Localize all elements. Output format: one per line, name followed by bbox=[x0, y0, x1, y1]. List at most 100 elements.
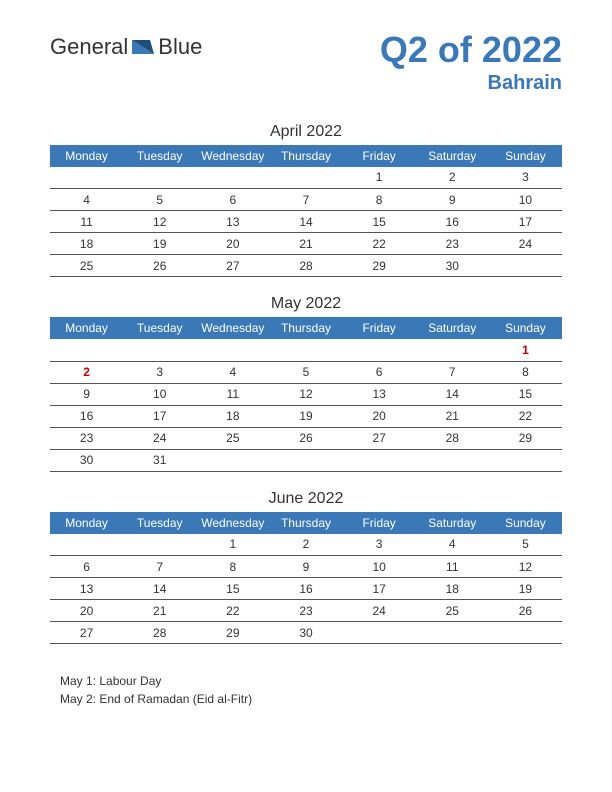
calendar-cell bbox=[343, 339, 416, 361]
calendar-cell: 26 bbox=[489, 600, 562, 622]
note-line: May 2: End of Ramadan (Eid al-Fitr) bbox=[60, 690, 562, 708]
calendar-cell: 5 bbox=[123, 189, 196, 211]
calendar-cell: 9 bbox=[416, 189, 489, 211]
calendar-row: 9101112131415 bbox=[50, 383, 562, 405]
month-block: May 2022 MondayTuesdayWednesdayThursdayFr… bbox=[50, 295, 562, 472]
calendar-cell: 27 bbox=[196, 255, 269, 277]
calendar-row: 6789101112 bbox=[50, 556, 562, 578]
calendar-cell bbox=[343, 449, 416, 471]
calendar-cell bbox=[489, 622, 562, 644]
holiday-notes: May 1: Labour DayMay 2: End of Ramadan (… bbox=[50, 672, 562, 708]
calendar-row: 12345 bbox=[50, 534, 562, 556]
logo: General Blue bbox=[50, 34, 202, 60]
calendar-row: 16171819202122 bbox=[50, 405, 562, 427]
calendar-cell: 22 bbox=[196, 600, 269, 622]
header: General Blue Q2 of 2022 Bahrain bbox=[50, 30, 562, 95]
calendar-row: 20212223242526 bbox=[50, 600, 562, 622]
calendar-cell: 5 bbox=[269, 361, 342, 383]
page-subtitle: Bahrain bbox=[380, 72, 562, 95]
logo-text-1: General bbox=[50, 34, 128, 60]
calendar-row: 23242526272829 bbox=[50, 427, 562, 449]
calendar-cell: 17 bbox=[123, 405, 196, 427]
calendar-cell: 20 bbox=[50, 600, 123, 622]
calendar-cell bbox=[269, 167, 342, 189]
calendar-row: 18192021222324 bbox=[50, 233, 562, 255]
logo-icon bbox=[132, 34, 154, 60]
calendar-cell: 12 bbox=[123, 211, 196, 233]
calendar-cell: 3 bbox=[123, 361, 196, 383]
calendar-cell: 11 bbox=[50, 211, 123, 233]
day-header: Saturday bbox=[416, 317, 489, 339]
calendar-cell: 25 bbox=[416, 600, 489, 622]
calendar-row: 252627282930 bbox=[50, 255, 562, 277]
day-header: Wednesday bbox=[196, 317, 269, 339]
calendar-cell: 13 bbox=[196, 211, 269, 233]
day-header: Sunday bbox=[489, 317, 562, 339]
calendar-cell: 6 bbox=[50, 556, 123, 578]
calendar-cell: 19 bbox=[123, 233, 196, 255]
calendar-cell: 17 bbox=[489, 211, 562, 233]
calendar-table: MondayTuesdayWednesdayThursdayFridaySatu… bbox=[50, 512, 562, 645]
calendar-cell bbox=[269, 449, 342, 471]
calendar-cell: 24 bbox=[343, 600, 416, 622]
calendar-cell: 28 bbox=[269, 255, 342, 277]
calendar-cell: 13 bbox=[50, 578, 123, 600]
calendar-cell: 15 bbox=[489, 383, 562, 405]
calendar-cell: 16 bbox=[50, 405, 123, 427]
calendar-cell: 15 bbox=[196, 578, 269, 600]
day-header: Wednesday bbox=[196, 145, 269, 167]
calendar-cell bbox=[416, 622, 489, 644]
calendar-cell: 13 bbox=[343, 383, 416, 405]
calendar-cell: 1 bbox=[489, 339, 562, 361]
logo-text-2: Blue bbox=[158, 34, 202, 60]
calendar-cell: 31 bbox=[123, 449, 196, 471]
calendar-cell: 2 bbox=[269, 534, 342, 556]
calendar-cell: 4 bbox=[196, 361, 269, 383]
calendar-row: 123 bbox=[50, 167, 562, 189]
calendar-cell: 24 bbox=[123, 427, 196, 449]
calendar-cell: 29 bbox=[489, 427, 562, 449]
calendar-table: MondayTuesdayWednesdayThursdayFridaySatu… bbox=[50, 317, 562, 472]
calendar-cell: 18 bbox=[196, 405, 269, 427]
day-header: Wednesday bbox=[196, 512, 269, 534]
calendar-cell: 26 bbox=[123, 255, 196, 277]
calendar-cell: 18 bbox=[50, 233, 123, 255]
month-block: June 2022 MondayTuesdayWednesdayThursdayF… bbox=[50, 490, 562, 645]
day-header: Tuesday bbox=[123, 317, 196, 339]
calendar-cell bbox=[489, 255, 562, 277]
day-header: Thursday bbox=[269, 317, 342, 339]
day-header: Monday bbox=[50, 317, 123, 339]
calendar-cell: 11 bbox=[196, 383, 269, 405]
calendar-cell: 7 bbox=[269, 189, 342, 211]
calendar-cell: 8 bbox=[489, 361, 562, 383]
calendar-cell: 9 bbox=[269, 556, 342, 578]
calendar-cell: 29 bbox=[343, 255, 416, 277]
calendar-cell: 23 bbox=[416, 233, 489, 255]
calendar-cell: 19 bbox=[489, 578, 562, 600]
calendar-row: 11121314151617 bbox=[50, 211, 562, 233]
calendar-cell: 21 bbox=[269, 233, 342, 255]
calendar-row: 1 bbox=[50, 339, 562, 361]
calendar-cell: 1 bbox=[196, 534, 269, 556]
calendar-cell bbox=[416, 339, 489, 361]
calendar-row: 13141516171819 bbox=[50, 578, 562, 600]
calendar-cell: 30 bbox=[50, 449, 123, 471]
day-header: Friday bbox=[343, 317, 416, 339]
day-header: Tuesday bbox=[123, 512, 196, 534]
calendar-cell: 23 bbox=[50, 427, 123, 449]
calendar-cell: 3 bbox=[489, 167, 562, 189]
month-title: May 2022 bbox=[50, 295, 562, 313]
calendar-cell: 24 bbox=[489, 233, 562, 255]
day-header: Thursday bbox=[269, 145, 342, 167]
calendar-cell: 8 bbox=[196, 556, 269, 578]
calendar-cell: 17 bbox=[343, 578, 416, 600]
day-header: Monday bbox=[50, 512, 123, 534]
calendar-cell: 25 bbox=[196, 427, 269, 449]
day-header: Saturday bbox=[416, 145, 489, 167]
calendar-cell: 2 bbox=[416, 167, 489, 189]
calendar-cell: 1 bbox=[343, 167, 416, 189]
month-title: June 2022 bbox=[50, 490, 562, 508]
day-header: Thursday bbox=[269, 512, 342, 534]
calendar-cell bbox=[50, 534, 123, 556]
calendar-cell: 7 bbox=[416, 361, 489, 383]
